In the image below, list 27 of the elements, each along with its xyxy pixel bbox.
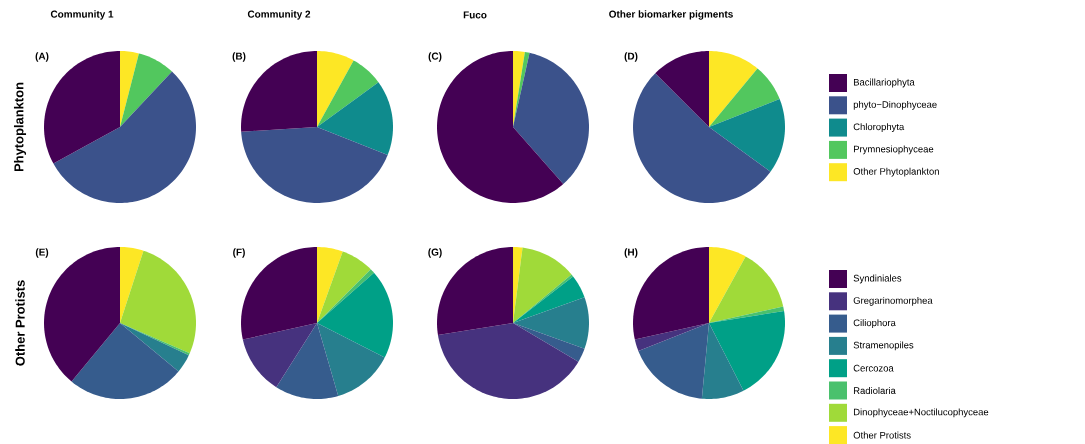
legend-label: Prymnesiophyceae xyxy=(853,145,934,155)
chart-title: Community 2 xyxy=(247,10,311,20)
text: (E) xyxy=(35,248,49,258)
legend-label: phyto−Dinophyceae xyxy=(853,100,937,110)
legend-label: Other Phytoplankton xyxy=(853,167,939,177)
text: (A) xyxy=(35,52,49,62)
legend-label: Ciliophora xyxy=(853,319,896,328)
chart-title: Other biomarker pigments xyxy=(609,10,733,20)
text: (F) xyxy=(233,248,245,258)
chart-title: Fuco xyxy=(463,11,487,19)
text: (B) xyxy=(232,52,246,62)
legend-label: Bacillariophyta xyxy=(853,78,915,88)
legend-label: Chlorophyta xyxy=(853,123,905,132)
chart-title: Community 1 xyxy=(50,10,114,20)
legend-label: Stramenopiles xyxy=(853,341,914,351)
text: Other Protists xyxy=(15,280,25,366)
text: (C) xyxy=(428,52,442,62)
text: Phytoplankton xyxy=(13,82,27,172)
legend-label: Dinophyceae+Noctilucophyceae xyxy=(853,408,989,418)
text: (G) xyxy=(428,248,442,258)
text: (D) xyxy=(624,52,638,62)
text: (H) xyxy=(624,248,638,258)
legend-label: Other Protists xyxy=(853,431,911,439)
legend-label: Gregarinomorphea xyxy=(853,296,933,306)
legend-label: Cercozoa xyxy=(853,364,894,372)
legend-label: Syndiniales xyxy=(853,274,902,284)
legend-label: Radiolaria xyxy=(853,386,896,394)
